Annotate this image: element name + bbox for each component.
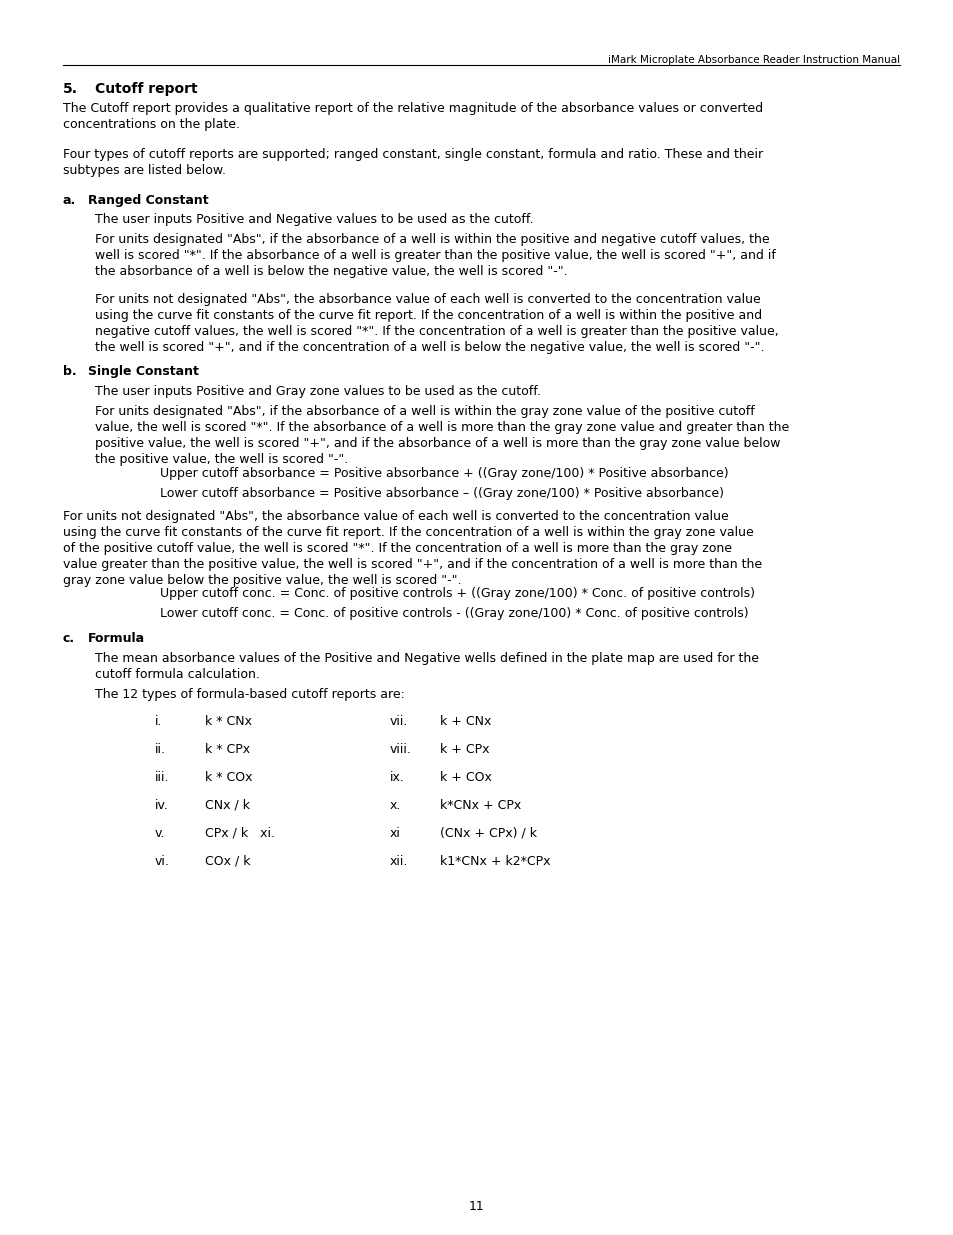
Text: k + CNx: k + CNx	[439, 715, 491, 727]
Text: x.: x.	[390, 799, 401, 811]
Text: 11: 11	[469, 1200, 484, 1213]
Text: The user inputs Positive and Gray zone values to be used as the cutoff.: The user inputs Positive and Gray zone v…	[95, 385, 540, 398]
Text: For units designated "Abs", if the absorbance of a well is within the positive a: For units designated "Abs", if the absor…	[95, 233, 775, 278]
Text: The Cutoff report provides a qualitative report of the relative magnitude of the: The Cutoff report provides a qualitative…	[63, 103, 762, 131]
Text: Single Constant: Single Constant	[88, 366, 198, 378]
Text: k + CPx: k + CPx	[439, 743, 489, 756]
Text: 5.: 5.	[63, 82, 78, 96]
Text: xi: xi	[390, 827, 400, 840]
Text: vi.: vi.	[154, 855, 170, 868]
Text: k * CNx: k * CNx	[205, 715, 252, 727]
Text: Cutoff report: Cutoff report	[95, 82, 197, 96]
Text: a.: a.	[63, 194, 76, 207]
Text: ii.: ii.	[154, 743, 166, 756]
Text: k*CNx + CPx: k*CNx + CPx	[439, 799, 520, 811]
Text: k1*CNx + k2*CPx: k1*CNx + k2*CPx	[439, 855, 550, 868]
Text: xii.: xii.	[390, 855, 408, 868]
Text: The user inputs Positive and Negative values to be used as the cutoff.: The user inputs Positive and Negative va…	[95, 212, 533, 226]
Text: For units not designated "Abs", the absorbance value of each well is converted t: For units not designated "Abs", the abso…	[95, 293, 778, 354]
Text: iii.: iii.	[154, 771, 170, 784]
Text: Lower cutoff absorbance = Positive absorbance – ((Gray zone/100) * Positive abso: Lower cutoff absorbance = Positive absor…	[160, 487, 723, 500]
Text: c.: c.	[63, 632, 75, 645]
Text: Formula: Formula	[88, 632, 145, 645]
Text: Four types of cutoff reports are supported; ranged constant, single constant, fo: Four types of cutoff reports are support…	[63, 148, 762, 177]
Text: k * CPx: k * CPx	[205, 743, 250, 756]
Text: ix.: ix.	[390, 771, 404, 784]
Text: b.: b.	[63, 366, 76, 378]
Text: iv.: iv.	[154, 799, 169, 811]
Text: Upper cutoff conc. = Conc. of positive controls + ((Gray zone/100) * Conc. of po: Upper cutoff conc. = Conc. of positive c…	[160, 587, 754, 600]
Text: The 12 types of formula-based cutoff reports are:: The 12 types of formula-based cutoff rep…	[95, 688, 404, 701]
Text: iMark Microplate Absorbance Reader Instruction Manual: iMark Microplate Absorbance Reader Instr…	[607, 56, 899, 65]
Text: i.: i.	[154, 715, 162, 727]
Text: For units designated "Abs", if the absorbance of a well is within the gray zone : For units designated "Abs", if the absor…	[95, 405, 788, 466]
Text: (CNx + CPx) / k: (CNx + CPx) / k	[439, 827, 537, 840]
Text: The mean absorbance values of the Positive and Negative wells defined in the pla: The mean absorbance values of the Positi…	[95, 652, 759, 680]
Text: COx / k: COx / k	[205, 855, 251, 868]
Text: For units not designated "Abs", the absorbance value of each well is converted t: For units not designated "Abs", the abso…	[63, 510, 761, 587]
Text: k + COx: k + COx	[439, 771, 492, 784]
Text: vii.: vii.	[390, 715, 408, 727]
Text: Upper cutoff absorbance = Positive absorbance + ((Gray zone/100) * Positive abso: Upper cutoff absorbance = Positive absor…	[160, 467, 728, 480]
Text: CNx / k: CNx / k	[205, 799, 250, 811]
Text: k * COx: k * COx	[205, 771, 253, 784]
Text: viii.: viii.	[390, 743, 412, 756]
Text: Ranged Constant: Ranged Constant	[88, 194, 209, 207]
Text: CPx / k   xi.: CPx / k xi.	[205, 827, 274, 840]
Text: v.: v.	[154, 827, 165, 840]
Text: Lower cutoff conc. = Conc. of positive controls - ((Gray zone/100) * Conc. of po: Lower cutoff conc. = Conc. of positive c…	[160, 606, 748, 620]
